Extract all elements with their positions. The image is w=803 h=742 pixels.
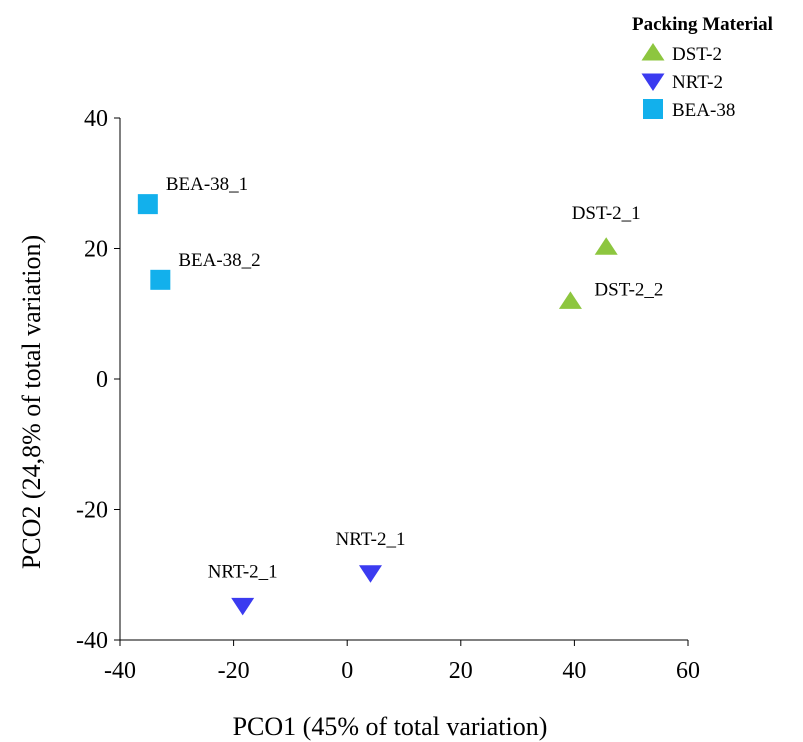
legend-marker-square [643, 99, 663, 119]
legend-entry-label: DST-2 [672, 44, 722, 65]
data-point-triangle-up [594, 237, 618, 255]
data-point-triangle-down [358, 565, 382, 583]
legend: Packing Material DST-2 NRT-2 BEA-38 [632, 14, 773, 121]
y-tick-label: 40 [84, 106, 108, 132]
point-label: DST-2_2 [594, 279, 663, 300]
y-tick-label: -40 [76, 628, 108, 654]
x-tick-label: -40 [104, 658, 136, 684]
x-tick-label: 60 [676, 658, 700, 684]
point-label: BEA-38_2 [178, 250, 260, 271]
point-label: DST-2_1 [572, 203, 641, 224]
y-tick-label: 0 [96, 367, 108, 393]
legend-entry-label: NRT-2 [672, 72, 723, 93]
x-axis-title: PCO1 (45% of total variation) [233, 712, 548, 741]
legend-marker-triangle-up [641, 43, 665, 61]
y-tick-label: 20 [84, 237, 108, 263]
point-label: BEA-38_1 [166, 174, 248, 195]
point-labels: DST-2_1 DST-2_2 NRT-2_1 NRT-2_1 BEA-38_1 BEA-… [166, 174, 664, 582]
point-label: NRT-2_1 [336, 529, 406, 550]
data-points [137, 194, 618, 616]
legend-entry-label: BEA-38 [672, 100, 735, 121]
y-axis-title: PCO2 (24,8% of total variation) [17, 235, 46, 569]
point-label: NRT-2_1 [208, 561, 278, 582]
x-tick-label: -20 [218, 658, 250, 684]
legend-marker-triangle-down [641, 73, 665, 91]
data-point-triangle-down [231, 597, 255, 616]
axes [119, 118, 688, 641]
x-tick-label: 20 [449, 658, 473, 684]
x-tick-label: 0 [341, 658, 353, 684]
data-point-triangle-up [558, 291, 582, 309]
legend-title: Packing Material [632, 14, 773, 35]
data-point-square [137, 194, 158, 215]
ticks: -40 -20 0 20 40 60 -40 -20 0 20 40 [76, 106, 700, 684]
x-tick-label: 40 [562, 658, 586, 684]
data-point-square [150, 269, 171, 290]
y-tick-label: -20 [76, 498, 108, 524]
